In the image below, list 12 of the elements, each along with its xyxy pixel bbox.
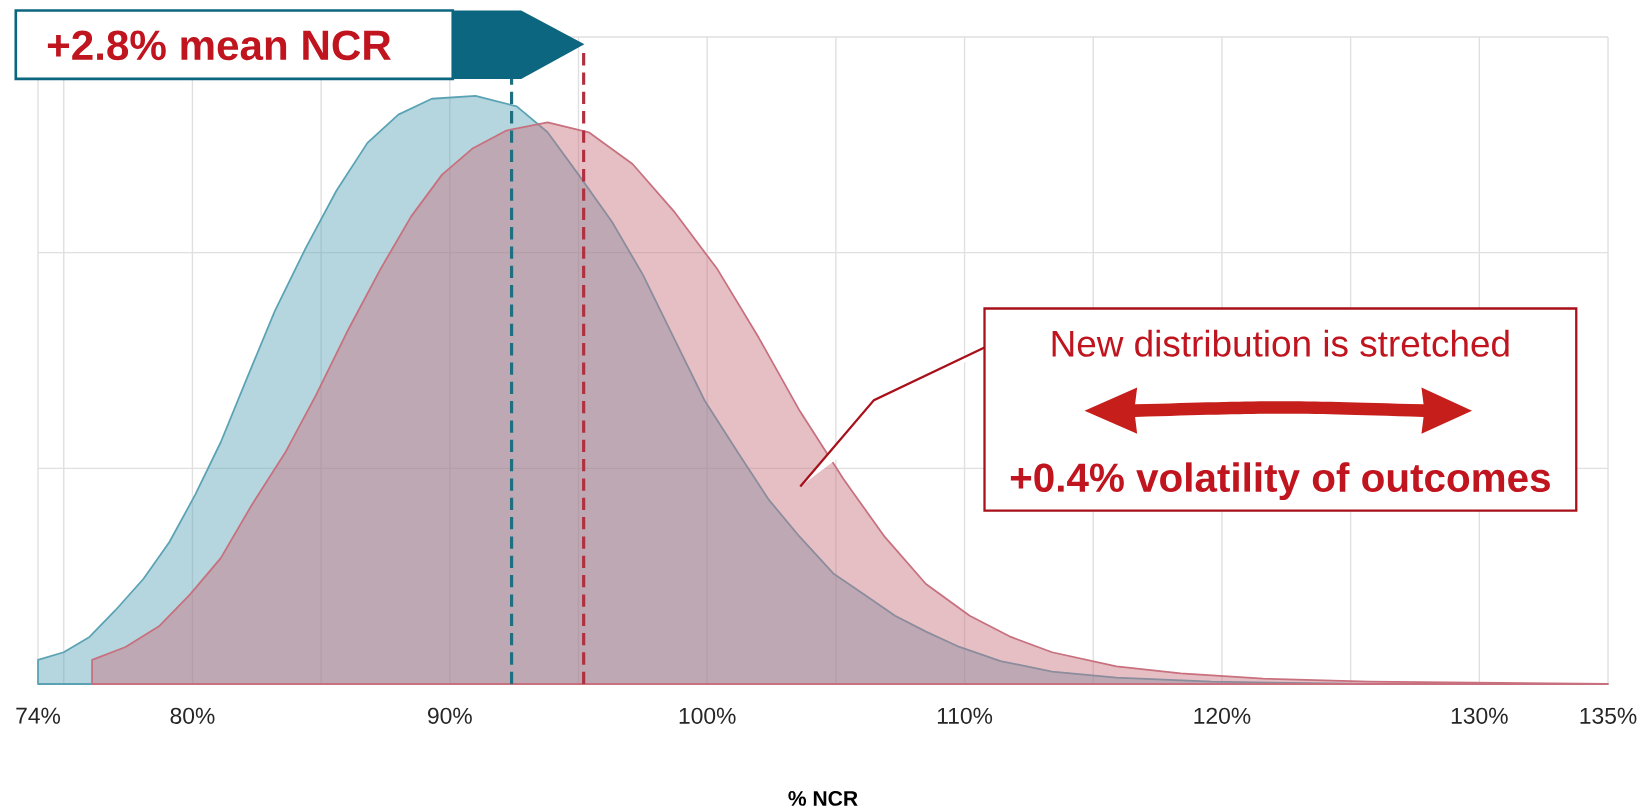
- x-axis-title: % NCR: [788, 790, 858, 806]
- x-tick-label: 130%: [1451, 707, 1508, 724]
- annotation: New distribution is stretched: [1052, 329, 1509, 357]
- x-tick-label: 120%: [1194, 707, 1251, 724]
- x-tick-label: 74%: [16, 707, 61, 724]
- annotation: +0.4% volatility of outcomes: [1010, 462, 1550, 501]
- x-tick-label: 90%: [428, 707, 472, 724]
- x-tick-label: 110%: [937, 707, 993, 724]
- x-tick-label: 80%: [170, 707, 215, 724]
- text: +2.8% mean NCR: [47, 30, 391, 61]
- x-tick-label: 100%: [679, 707, 736, 724]
- x-tick-label: 135%: [1580, 707, 1637, 724]
